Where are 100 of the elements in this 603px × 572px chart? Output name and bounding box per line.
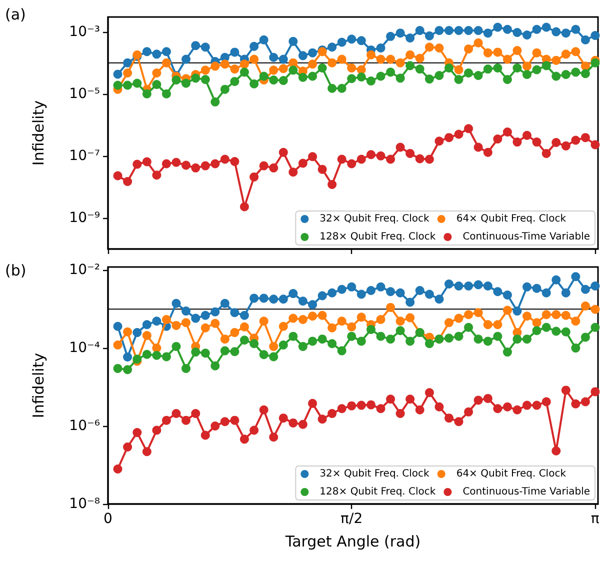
point <box>532 318 542 328</box>
point <box>328 339 337 348</box>
point <box>220 417 230 426</box>
point <box>474 38 483 48</box>
point <box>172 158 181 167</box>
point <box>483 148 492 157</box>
point <box>123 68 132 78</box>
point <box>269 52 278 62</box>
point <box>590 58 600 68</box>
point <box>191 74 200 83</box>
point <box>512 28 522 37</box>
point <box>200 42 210 52</box>
point <box>220 346 230 356</box>
point <box>191 314 200 323</box>
point <box>308 48 318 58</box>
point <box>240 336 249 345</box>
point <box>512 334 522 344</box>
point <box>493 64 502 73</box>
point <box>269 163 278 172</box>
point <box>259 316 268 326</box>
point <box>337 316 346 326</box>
point <box>113 322 122 331</box>
point <box>113 364 122 373</box>
point <box>522 400 532 410</box>
point <box>347 64 356 73</box>
point <box>278 322 288 331</box>
point <box>328 58 337 68</box>
point <box>376 404 386 414</box>
point <box>532 326 542 336</box>
point <box>298 420 308 429</box>
point <box>328 408 337 418</box>
point <box>250 54 259 64</box>
point <box>590 31 600 40</box>
point <box>259 294 268 303</box>
point <box>356 72 366 82</box>
point <box>454 314 464 323</box>
point <box>269 342 278 351</box>
y-tick-label: 10⁻⁸ <box>69 496 100 512</box>
point <box>552 27 561 36</box>
point <box>580 69 590 78</box>
point <box>386 154 396 164</box>
point <box>191 348 200 357</box>
point <box>123 80 132 90</box>
point <box>152 68 162 78</box>
point <box>142 89 152 98</box>
point <box>483 48 492 58</box>
point <box>424 339 434 348</box>
point <box>142 350 152 359</box>
point <box>191 163 200 172</box>
point <box>347 332 356 341</box>
point <box>220 60 230 69</box>
point <box>580 35 590 44</box>
point <box>552 138 561 148</box>
point <box>444 64 454 73</box>
point <box>337 54 346 64</box>
point <box>454 332 464 341</box>
point <box>366 400 376 410</box>
point <box>590 282 600 291</box>
y-tick-label: 10⁻² <box>69 262 100 278</box>
point <box>571 136 580 145</box>
point <box>142 320 152 330</box>
point <box>250 79 259 88</box>
point <box>152 50 162 59</box>
point <box>162 416 171 425</box>
point <box>571 399 580 408</box>
point <box>328 84 337 93</box>
point <box>522 312 532 321</box>
point <box>386 54 396 64</box>
x-tick-label: π/2 <box>340 511 363 527</box>
point <box>123 58 132 68</box>
point <box>561 70 570 80</box>
point <box>259 350 268 360</box>
point <box>474 396 483 405</box>
point <box>396 288 405 298</box>
point <box>424 154 434 164</box>
point <box>542 61 551 70</box>
y-tick-label: 10⁻⁴ <box>69 340 100 356</box>
point <box>182 54 190 64</box>
point <box>502 306 512 315</box>
point <box>464 124 474 134</box>
point <box>298 296 308 306</box>
point <box>172 342 181 351</box>
point <box>552 326 561 336</box>
point <box>542 322 551 332</box>
point <box>308 60 318 69</box>
point <box>590 322 600 332</box>
point <box>278 294 288 304</box>
point <box>356 290 366 299</box>
point <box>366 50 376 60</box>
point <box>522 62 532 71</box>
point <box>454 65 464 74</box>
point <box>580 301 590 310</box>
point <box>142 47 152 56</box>
point <box>113 171 122 180</box>
point <box>230 308 240 318</box>
point <box>532 65 542 74</box>
point <box>132 328 142 338</box>
point <box>250 339 259 348</box>
point <box>464 282 474 291</box>
point <box>483 28 492 38</box>
